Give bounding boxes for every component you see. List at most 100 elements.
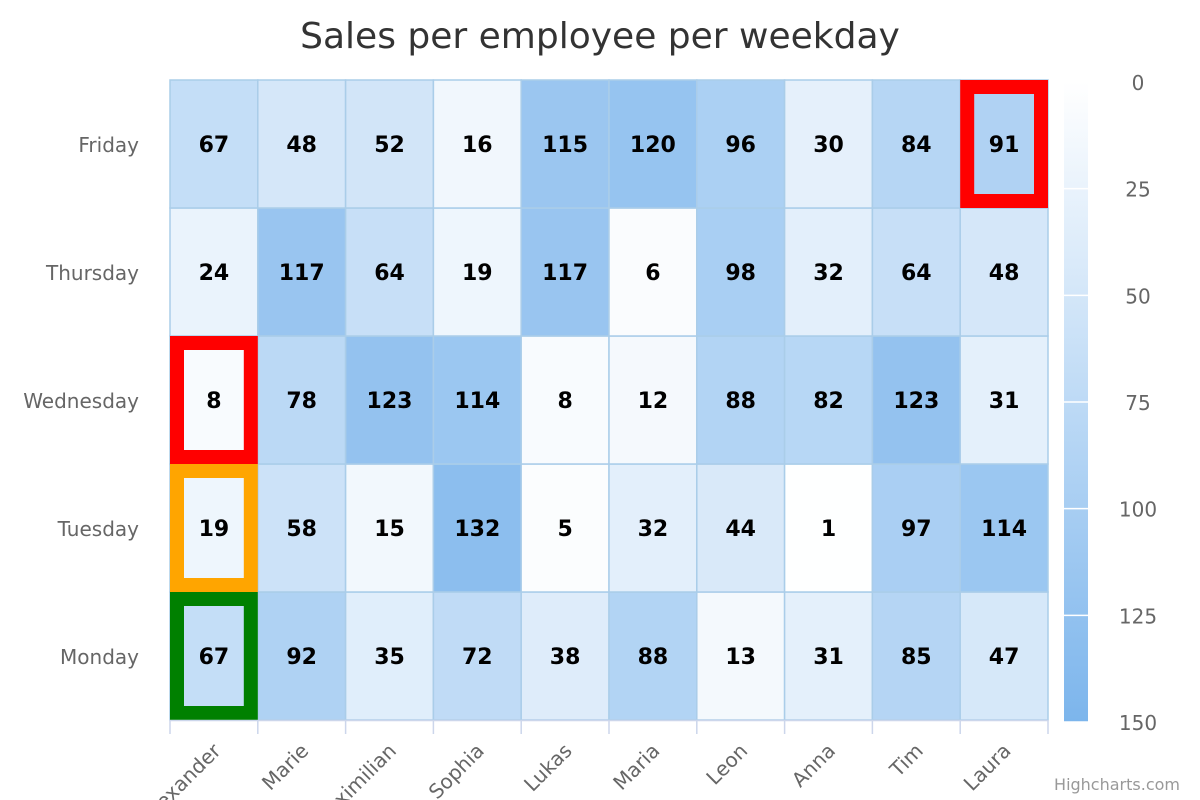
heatmap-cell[interactable] [432,463,522,593]
heatmap-cell[interactable] [783,335,874,465]
heatmap-cell[interactable] [783,591,874,721]
heatmap-cell[interactable] [257,79,347,209]
y-axis: Monday Tuesday Wednesday Thursday Friday [23,133,139,669]
cell-value-label: 13 [725,645,756,670]
heatmap-cell[interactable] [169,79,259,209]
x-axis-label: Marie [257,739,313,795]
x-axis-label: Leon [701,739,752,790]
legend-tick-label: 50 [1125,284,1150,308]
heatmap-cell[interactable] [696,79,786,209]
cell-value-label: 114 [454,389,500,414]
cell-value-label: 32 [638,517,669,542]
heatmap-cell[interactable] [257,463,347,593]
legend-tick-label: 150 [1119,711,1157,735]
cell-value-label: 123 [367,389,413,414]
cell-value-label: 24 [199,261,230,286]
heatmap-cell[interactable] [608,463,698,593]
heatmap-cells [169,79,1049,721]
chart-title: Sales per employee per weekday [300,16,900,57]
cell-value-label: 48 [286,133,317,158]
heatmap-cell[interactable] [344,335,435,465]
highlight-box [170,336,258,464]
cell-value-label: 35 [374,645,405,670]
heatmap-cell[interactable] [432,79,522,209]
heatmap-cell[interactable] [432,335,522,465]
cell-value-label: 15 [374,517,405,542]
color-legend: 0 25 50 75 100 125 150 [1064,71,1157,735]
heatmap-cell[interactable] [432,591,522,721]
cell-value-label: 82 [813,389,844,414]
x-axis-label: Laura [959,739,1016,796]
highlight-box [960,80,1049,208]
highlight-box [170,464,258,592]
cell-value-label: 114 [981,517,1027,542]
cell-value-label: 88 [638,645,669,670]
legend-tick-label: 125 [1119,604,1157,628]
cell-value-label: 19 [199,517,230,542]
cell-value-label: 48 [989,261,1020,286]
heatmap-cell[interactable] [169,591,259,721]
heatmap-cell[interactable] [959,463,1049,593]
y-axis-label: Tuesday [57,517,140,541]
y-axis-label: Wednesday [23,389,139,413]
cell-value-label: 31 [989,389,1020,414]
cell-value-label: 85 [901,645,932,670]
legend-tick-label: 100 [1119,498,1157,522]
cell-value-label: 31 [813,645,844,670]
x-axis-label: Alexander [137,738,226,800]
cell-value-label: 32 [813,261,844,286]
heatmap-cell[interactable] [959,591,1049,721]
cell-value-label: 8 [206,389,221,414]
heatmap-cell[interactable] [169,463,259,593]
cell-value-label: 1 [821,517,836,542]
x-axis-label: Tim [884,739,928,783]
cell-value-label: 12 [638,389,669,414]
y-axis-label: Monday [60,645,139,669]
cell-value-label: 78 [286,389,317,414]
cell-value-label: 97 [901,517,932,542]
heatmap-cell[interactable] [520,79,610,209]
heatmap-cell[interactable] [608,335,698,465]
cell-value-label: 30 [813,133,844,158]
cell-value-label: 64 [901,261,932,286]
cell-value-label: 98 [725,261,756,286]
x-axis-label: Maximilian [308,739,401,800]
heatmap-cell[interactable] [257,591,347,721]
heatmap-cell[interactable] [432,207,522,337]
x-axis-label: Anna [787,739,840,792]
cell-value-label: 64 [374,261,405,286]
cell-value-label: 52 [374,133,405,158]
heatmap-cell[interactable] [696,207,786,337]
heatmap-cell[interactable] [871,463,961,593]
cell-value-label: 132 [454,517,500,542]
cell-value-label: 123 [893,389,939,414]
heatmap-cell[interactable] [871,79,961,209]
legend-tick-label: 25 [1125,178,1150,202]
cell-value-label: 67 [199,133,230,158]
heatmap-cell[interactable] [959,79,1049,209]
cell-value-label: 67 [199,645,230,670]
cell-value-label: 8 [557,389,572,414]
heatmap-cell[interactable] [257,207,347,337]
heatmap-cell[interactable] [520,335,610,465]
cell-value-label: 58 [286,517,317,542]
heatmap-cell[interactable] [344,463,435,593]
heatmap-cell[interactable] [169,207,259,337]
cell-value-label: 5 [557,517,572,542]
credits-link[interactable]: Highcharts.com [1054,775,1180,794]
heatmap-cell[interactable] [959,207,1049,337]
legend-tick-label: 75 [1125,391,1150,415]
cell-value-label: 91 [989,133,1020,158]
cell-value-label: 88 [725,389,756,414]
heatmap-cell[interactable] [783,463,874,593]
cell-value-label: 72 [462,645,493,670]
heatmap-cell[interactable] [608,207,698,337]
cell-value-label: 44 [725,517,756,542]
heatmap-cell[interactable] [959,335,1049,465]
heatmap-cell[interactable] [520,591,610,721]
heatmap-cell[interactable] [783,79,874,209]
cell-value-label: 47 [989,645,1020,670]
